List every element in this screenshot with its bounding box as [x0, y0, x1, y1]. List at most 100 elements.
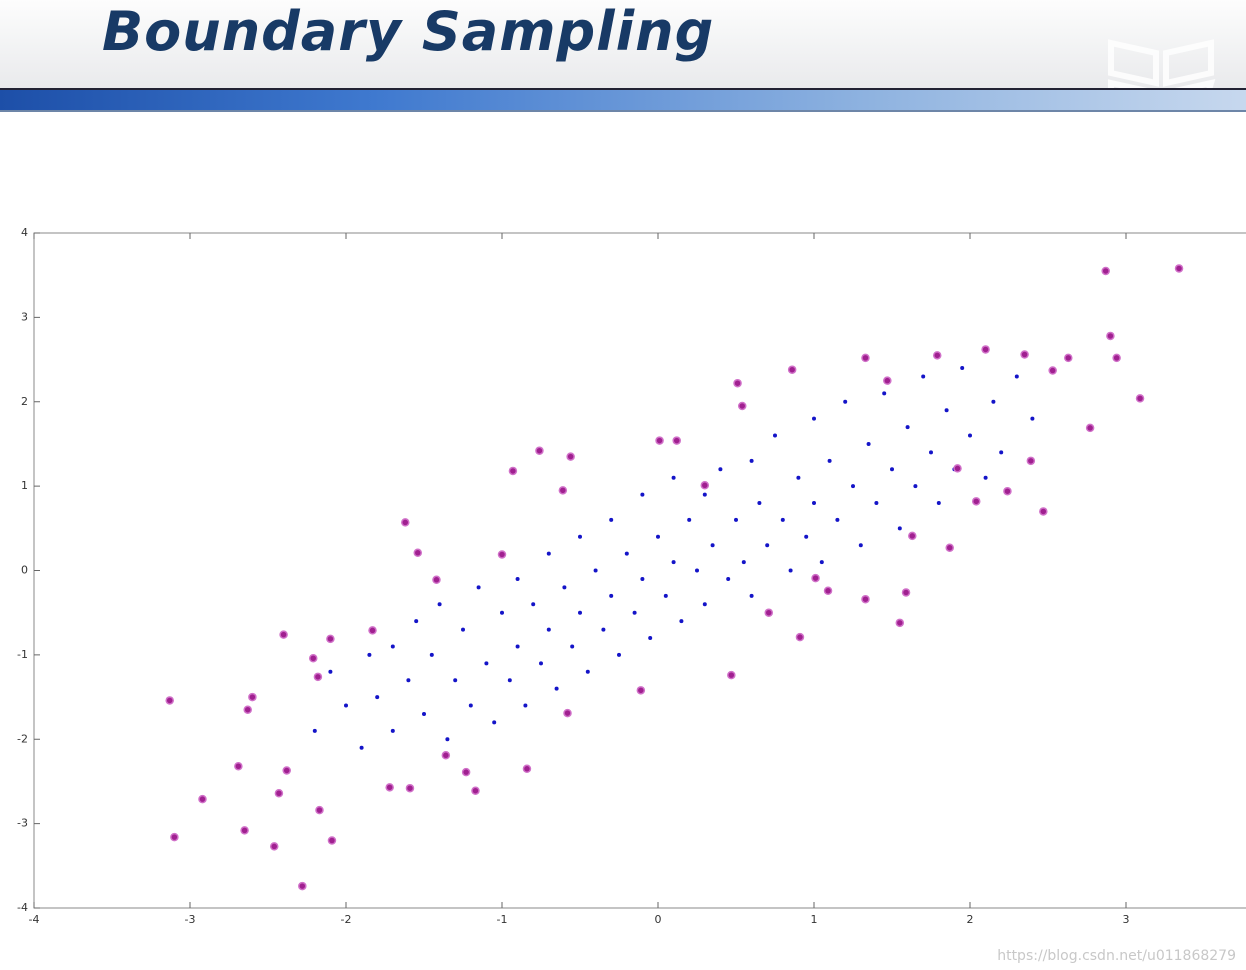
boundary-point [413, 548, 423, 558]
x-tick-label: -4 [29, 913, 40, 926]
boundary-point [298, 881, 307, 891]
plot-frame [33, 232, 1246, 909]
boundary-point [901, 588, 911, 597]
point [445, 737, 450, 742]
boundary-point [170, 832, 179, 842]
point [500, 610, 504, 615]
x-tick-label: -1 [497, 913, 508, 926]
y-tick-label: 3 [21, 310, 28, 323]
point [882, 391, 887, 396]
boundary-point [441, 751, 451, 760]
point [609, 593, 614, 598]
point [679, 619, 684, 624]
boundary-point [461, 767, 471, 777]
boundary-point [566, 452, 575, 461]
point [905, 425, 910, 430]
boundary-point [1135, 394, 1145, 403]
boundary-point [315, 805, 324, 815]
y-tick-label: 1 [21, 479, 28, 492]
point [328, 669, 333, 674]
boundary-point [405, 783, 415, 793]
point [913, 484, 918, 489]
boundary-point [700, 481, 710, 490]
point [593, 568, 598, 573]
boundary-point [327, 836, 337, 845]
point [796, 475, 801, 480]
boundary-point [234, 762, 243, 771]
point [929, 450, 933, 455]
boundary-point [313, 672, 323, 682]
boundary-point [895, 618, 905, 628]
point [359, 745, 364, 750]
boundary-point [764, 608, 774, 617]
point [648, 636, 653, 640]
boundary-point [945, 543, 954, 552]
y-tick-label: 2 [21, 395, 28, 408]
boundary-point [308, 654, 318, 663]
point [663, 593, 668, 598]
point [765, 543, 770, 548]
x-tick-label: 1 [811, 913, 818, 926]
point [414, 619, 419, 624]
watermark: https://blog.csdn.net/u011868279 [997, 948, 1236, 964]
point [788, 568, 793, 573]
boundary-point [432, 575, 441, 585]
point [1014, 374, 1019, 379]
y-tick-label: -4 [17, 901, 28, 914]
point [546, 627, 551, 632]
point [562, 585, 567, 590]
boundary-point [535, 446, 544, 455]
point [515, 644, 520, 649]
point [375, 695, 380, 700]
point [492, 720, 497, 725]
slide-title: Boundary Sampling [102, 0, 715, 63]
point [617, 652, 621, 657]
point [741, 560, 746, 565]
point [437, 602, 442, 607]
boundary-point [823, 586, 833, 595]
boundary-point [1020, 350, 1029, 359]
point [874, 501, 879, 505]
x-tick-label: 0 [655, 913, 662, 926]
point [749, 593, 754, 598]
point [991, 399, 996, 404]
point [819, 560, 824, 565]
point [554, 686, 559, 691]
boundary-point [240, 826, 249, 835]
boundary-point [326, 634, 335, 644]
boundary-point [636, 686, 646, 695]
point [656, 534, 660, 539]
header-bar [0, 88, 1246, 112]
boundary-point [981, 345, 990, 354]
point [312, 728, 317, 733]
point [461, 627, 465, 632]
point [390, 644, 395, 649]
point [804, 534, 809, 539]
point [515, 576, 520, 581]
boundary-point [672, 436, 681, 445]
point [734, 517, 738, 522]
y-tick-label: -1 [17, 648, 28, 661]
boundary-point [737, 401, 747, 411]
point [429, 652, 434, 657]
point [687, 517, 692, 522]
point [367, 652, 372, 657]
boundary-point [1174, 264, 1184, 273]
boundary-point [471, 786, 480, 795]
x-tick-label: 3 [1123, 913, 1130, 926]
point [843, 399, 848, 404]
point [484, 661, 489, 666]
boundary-point [1039, 507, 1048, 516]
boundary-point [1048, 366, 1057, 375]
point [578, 534, 582, 539]
point [476, 585, 481, 590]
boundary-point [401, 518, 410, 527]
point [960, 366, 965, 370]
point [851, 484, 855, 489]
point [1030, 416, 1035, 421]
boundary-point [274, 789, 284, 798]
point [671, 475, 676, 480]
y-tick-label: -3 [17, 817, 28, 830]
point [539, 661, 543, 666]
point [812, 501, 816, 505]
